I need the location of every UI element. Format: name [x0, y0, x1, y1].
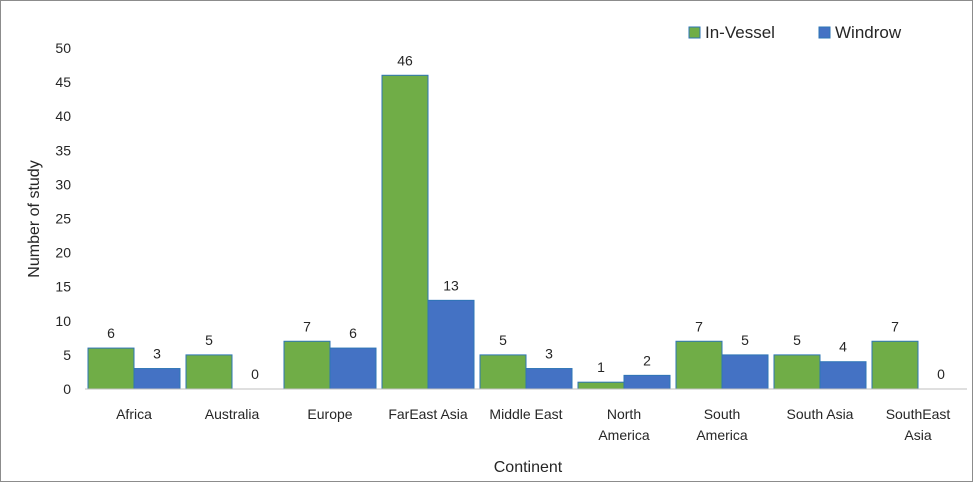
bar-windrow — [721, 354, 769, 390]
bar-in-vessel — [773, 354, 821, 390]
x-tick-label: America — [598, 427, 650, 443]
bar-in-vessel — [871, 340, 919, 390]
bar-windrow — [133, 368, 181, 390]
bar-in-vessel — [87, 347, 135, 390]
bars — [87, 74, 919, 390]
legend: In-Vessel Windrow — [688, 23, 902, 42]
y-tick-label: 25 — [55, 211, 71, 227]
bar-windrow — [329, 347, 377, 390]
bar-windrow — [427, 299, 475, 390]
data-label: 13 — [443, 277, 459, 293]
x-tick-label: Asia — [904, 427, 931, 443]
x-axis-title: Continent — [494, 459, 563, 476]
data-label: 6 — [107, 325, 115, 341]
data-label: 3 — [545, 346, 553, 362]
bar-windrow — [623, 374, 671, 390]
x-tick-label: North — [607, 406, 641, 422]
y-tick-label: 5 — [63, 347, 71, 363]
x-axis: Africa Australia Europe FarEast Asia Middle … — [85, 388, 967, 443]
data-label: 4 — [839, 339, 847, 355]
y-tick-label: 20 — [55, 245, 71, 261]
y-tick-label: 0 — [63, 381, 71, 397]
data-label: 46 — [397, 52, 413, 68]
x-tick-label: Europe — [307, 406, 352, 422]
x-tick-label: America — [696, 427, 748, 443]
bar-in-vessel — [283, 340, 331, 390]
legend-swatch — [688, 26, 701, 39]
y-axis: 0 5 10 15 20 25 30 35 40 45 50 — [55, 40, 71, 397]
data-label: 5 — [499, 332, 507, 348]
y-axis-title: Number of study — [26, 160, 43, 277]
bar-in-vessel — [479, 354, 527, 390]
y-tick-label: 45 — [55, 74, 71, 90]
x-tick-label: South — [704, 406, 741, 422]
x-tick-label: Australia — [205, 406, 260, 422]
bar-in-vessel — [185, 354, 233, 390]
data-label: 0 — [251, 366, 259, 382]
y-tick-label: 10 — [55, 313, 71, 329]
legend-label: In-Vessel — [705, 23, 775, 42]
y-tick-label: 35 — [55, 142, 71, 158]
y-tick-label: 40 — [55, 108, 71, 124]
y-tick-label: 30 — [55, 176, 71, 192]
data-label: 7 — [695, 318, 703, 334]
bar-in-vessel — [381, 74, 429, 390]
x-tick-label: Middle East — [489, 406, 562, 422]
data-label: 5 — [741, 332, 749, 348]
x-tick-label: SouthEast — [886, 406, 951, 422]
data-label: 1 — [597, 359, 605, 375]
data-labels: 6 3 5 0 7 6 46 13 5 3 1 2 7 5 5 4 7 0 — [107, 52, 945, 382]
data-label: 0 — [937, 366, 945, 382]
x-tick-label: South Asia — [787, 406, 854, 422]
y-tick-label: 15 — [55, 279, 71, 295]
x-tick-label: FarEast Asia — [388, 406, 468, 422]
bar-in-vessel — [675, 340, 723, 390]
data-label: 5 — [793, 332, 801, 348]
legend-label: Windrow — [835, 23, 902, 42]
data-label: 3 — [153, 346, 161, 362]
bar-windrow — [819, 361, 867, 390]
y-tick-label: 50 — [55, 40, 71, 56]
legend-swatch — [818, 26, 831, 39]
data-label: 2 — [643, 352, 651, 368]
bar-in-vessel — [577, 381, 625, 390]
bar-windrow — [525, 368, 573, 390]
data-label: 7 — [891, 318, 899, 334]
x-tick-label: Africa — [116, 406, 152, 422]
data-label: 6 — [349, 325, 357, 341]
data-label: 7 — [303, 318, 311, 334]
data-label: 5 — [205, 332, 213, 348]
